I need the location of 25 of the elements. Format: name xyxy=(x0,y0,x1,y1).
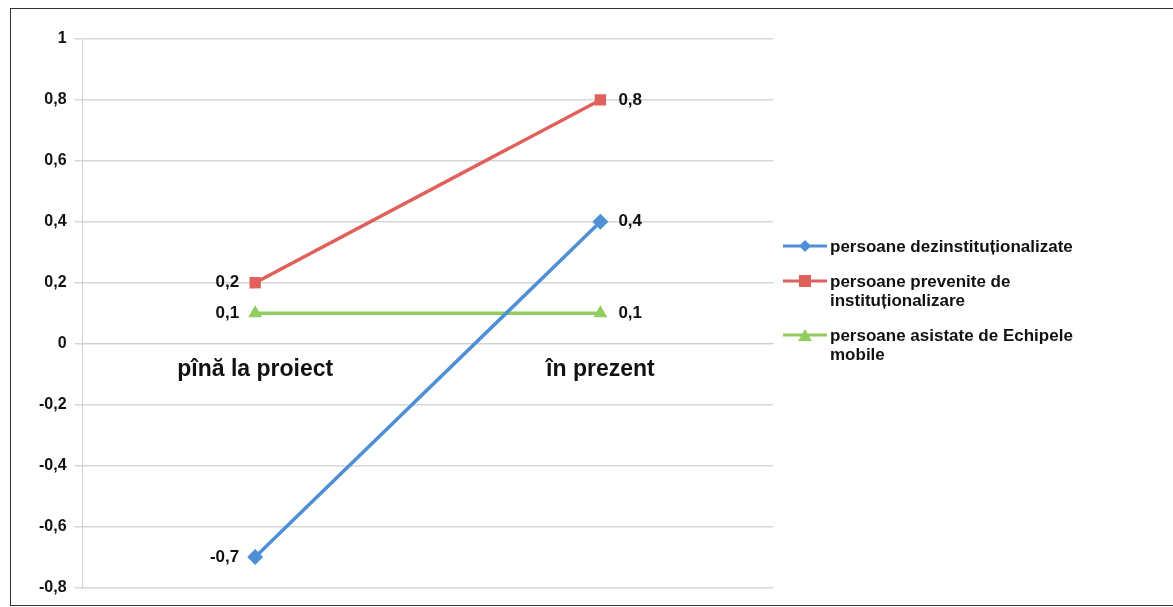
data-label: 0,1 xyxy=(618,302,643,322)
legend-label: persoane prevenite de instituționalizare xyxy=(830,272,1012,310)
x-tick-label: pînă la proiect xyxy=(177,354,334,381)
y-tick-label: -0,4 xyxy=(38,455,67,473)
y-tick-label: -0,6 xyxy=(38,516,67,534)
point xyxy=(594,94,607,106)
data-label: -0,7 xyxy=(209,546,240,566)
y-tick-label: -0,2 xyxy=(38,395,67,413)
x-tick-label: în prezent xyxy=(545,354,656,381)
y-tick-label: 0 xyxy=(57,334,67,352)
y-tick-label: 1 xyxy=(57,29,67,47)
point xyxy=(592,213,609,230)
legend-label: persoane dezinstituționalizate xyxy=(830,237,1073,256)
y-tick-label: 0,8 xyxy=(44,90,67,108)
legend-label: persoane asistate de Echipele mobile xyxy=(830,326,1074,364)
y-tick-label: 0,4 xyxy=(44,212,67,230)
data-label: 0,4 xyxy=(618,211,643,231)
point xyxy=(249,277,261,289)
data-label: 0,1 xyxy=(215,302,240,322)
point xyxy=(247,548,264,565)
data-label: 0,2 xyxy=(215,272,240,292)
y-tick-label: 0,6 xyxy=(44,151,67,169)
y-tick-label: -0,8 xyxy=(38,577,67,595)
y-tick-label: 0,2 xyxy=(44,273,67,291)
data-label: 0,8 xyxy=(618,89,643,109)
